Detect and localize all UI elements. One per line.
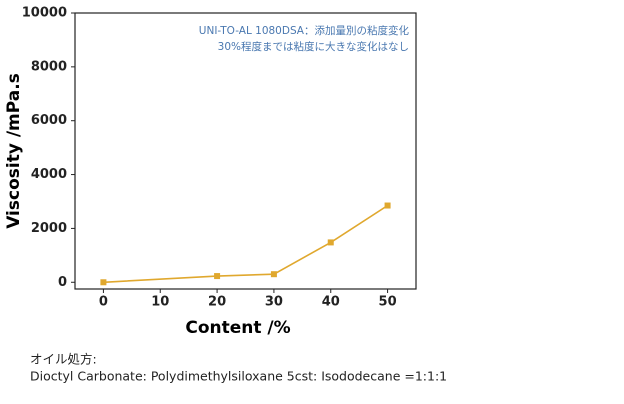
data-point xyxy=(214,273,221,280)
annotation: 30%程度までは粘度に大きな変化はなし xyxy=(218,40,409,53)
x-tick-label: 30 xyxy=(265,295,283,310)
data-point xyxy=(384,202,391,209)
note: オイル処方: xyxy=(30,352,97,367)
series-line xyxy=(103,204,389,284)
y-tick-label: 0 xyxy=(58,275,67,290)
x-tick-label: 20 xyxy=(208,295,226,310)
data-point xyxy=(270,271,277,278)
annotation: UNI-TO-AL 1080DSA：添加量別の粘度変化 xyxy=(199,24,410,37)
x-tick-label: 0 xyxy=(99,295,108,310)
data-point xyxy=(100,279,107,286)
y-tick-label: 8000 xyxy=(31,59,67,74)
plot-frame xyxy=(74,12,417,290)
x-axis-label: Content /% xyxy=(185,318,290,338)
y-axis-label: Viscosity /mPa.s xyxy=(4,73,24,229)
y-tick-label: 2000 xyxy=(31,221,67,236)
y-tick-label: 10000 xyxy=(22,6,67,21)
data-point xyxy=(327,239,334,246)
x-tick-label: 10 xyxy=(151,295,169,310)
x-tick-label: 40 xyxy=(322,295,340,310)
y-tick-label: 4000 xyxy=(31,167,67,182)
x-tick-label: 50 xyxy=(379,295,397,310)
y-tick-label: 6000 xyxy=(31,113,67,128)
note: Dioctyl Carbonate: Polydimethylsiloxane … xyxy=(30,369,447,384)
